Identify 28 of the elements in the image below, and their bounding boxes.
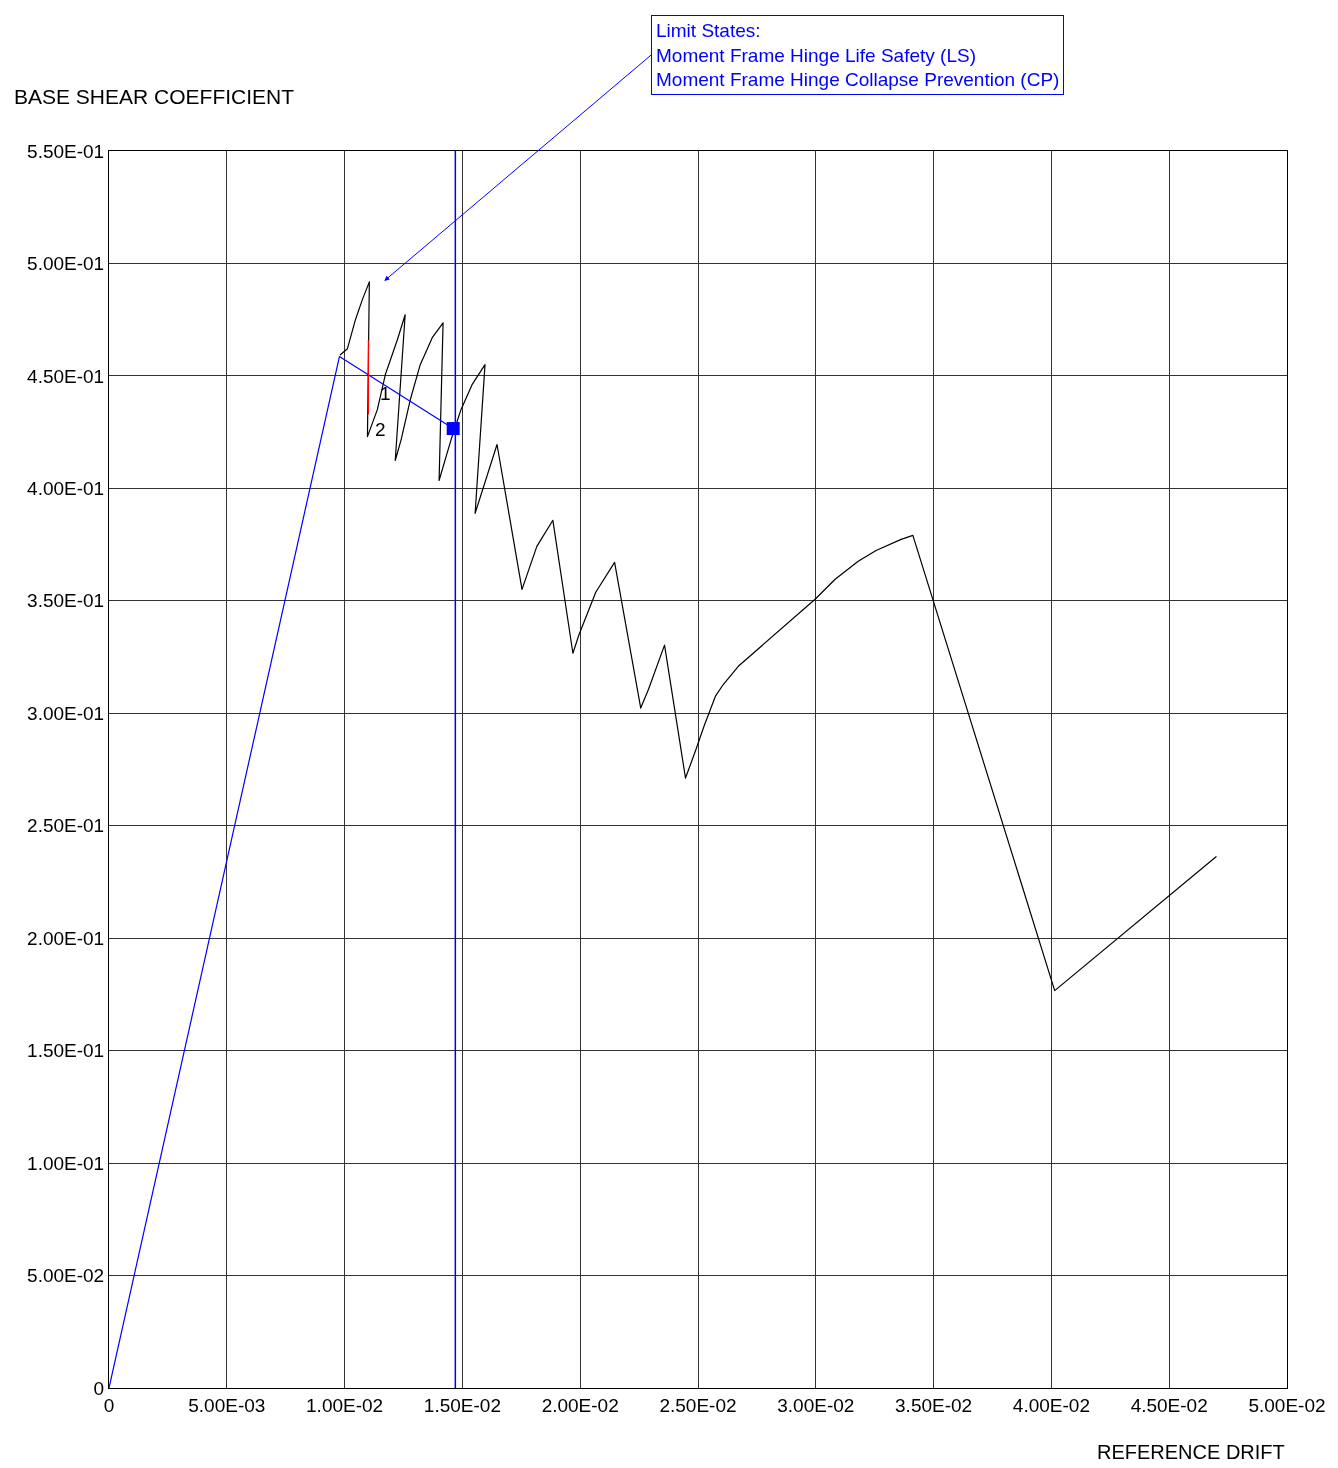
y-tick-label: 0 xyxy=(93,1377,105,1399)
x-axis-title: REFERENCE DRIFT xyxy=(1097,1441,1285,1463)
x-tick-label: 1.00E-02 xyxy=(306,1394,384,1416)
x-tick-label: 3.50E-02 xyxy=(895,1394,973,1416)
y-tick-label: 5.00E-02 xyxy=(27,1265,105,1287)
y-tick-label: 4.00E-01 xyxy=(27,478,105,500)
y-tick-label: 5.50E-01 xyxy=(27,140,105,162)
y-tick-label: 1.50E-01 xyxy=(27,1040,105,1062)
annotation: 2 xyxy=(375,419,386,440)
text: Limit States: Moment Frame Hinge Life Safety (LS) Moment Frame Hinge Collapse Prevention (CP) xyxy=(656,20,1060,91)
y-tick-label: 1.00E-01 xyxy=(27,1152,105,1174)
y-axis-title: BASE SHEAR COEFFICIENT xyxy=(14,85,295,108)
y-tick-label: 5.00E-01 xyxy=(27,253,105,275)
y-tick-label: 3.00E-01 xyxy=(27,702,105,724)
y-tick-label: 2.00E-01 xyxy=(27,927,105,949)
annotation: 1 xyxy=(380,383,391,404)
x-tick-label: 4.50E-02 xyxy=(1130,1394,1208,1416)
x-tick-label: 3.00E-02 xyxy=(777,1394,855,1416)
y-tick-label: 2.50E-01 xyxy=(27,815,105,837)
line-series xyxy=(339,281,1217,992)
y-tick-label: 3.50E-01 xyxy=(27,590,105,612)
x-tick-label: 5.00E-03 xyxy=(188,1394,266,1416)
x-tick-label: 5.00E-02 xyxy=(1248,1394,1326,1416)
x-tick-label: 2.00E-02 xyxy=(541,1394,619,1416)
x-tick-label: 2.50E-02 xyxy=(659,1394,737,1416)
y-tick-label: 4.50E-01 xyxy=(27,365,105,387)
x-tick-label: 1.50E-02 xyxy=(423,1394,501,1416)
x-tick-label: 4.00E-02 xyxy=(1012,1394,1090,1416)
